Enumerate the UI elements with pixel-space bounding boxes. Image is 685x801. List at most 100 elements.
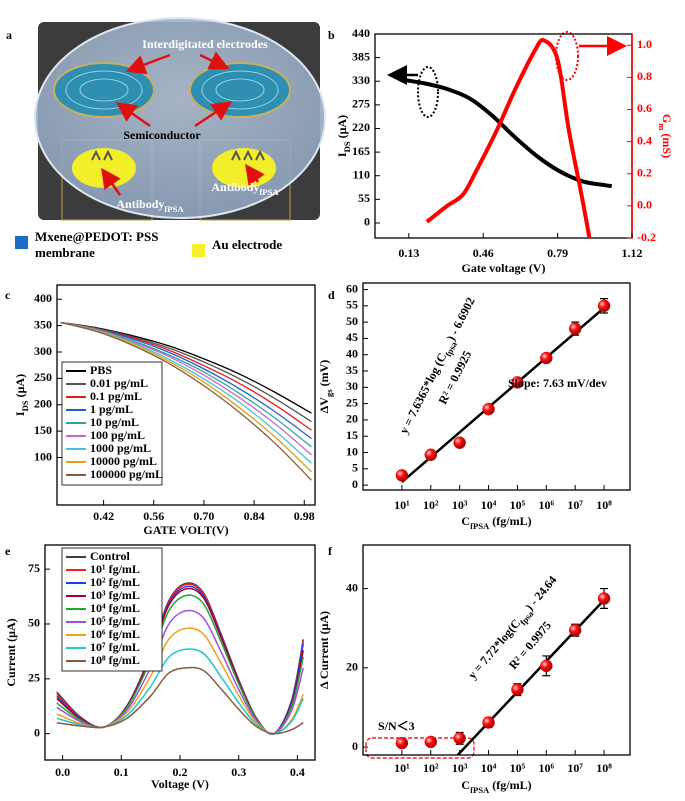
y2-tick-label: 1.0 xyxy=(637,37,652,51)
y-tick-label: 220 xyxy=(352,120,370,134)
panel-label: e xyxy=(5,544,11,558)
annotation: Slope: 7.63 mV/dev xyxy=(508,376,607,390)
y-axis-label-part: ΔV xyxy=(317,397,331,414)
y-tick-label: 50 xyxy=(28,616,40,630)
plot-frame xyxy=(374,33,633,239)
y-tick-label: 400 xyxy=(34,291,52,305)
y-tick-label: 300 xyxy=(34,344,52,358)
x-axis-label-part: C xyxy=(461,514,470,528)
x-tick-label: 0.98 xyxy=(294,509,315,523)
y2-tick-label: -0.2 xyxy=(637,230,656,244)
arrow xyxy=(125,53,171,75)
y-tick-label: 385 xyxy=(352,49,370,63)
legend-label: 10⁵ fg/mL xyxy=(90,614,140,628)
y-axis-label-part: (mV) xyxy=(317,360,331,390)
legend-label: 10000 pg/mL xyxy=(90,454,157,468)
y-tick-label: 0 xyxy=(352,477,358,491)
schematic-label-part: Antibody xyxy=(116,197,164,211)
plot-area xyxy=(395,298,611,483)
y-tick-label: 165 xyxy=(352,144,370,158)
x-axis-label: Voltage (V) xyxy=(151,777,209,791)
y2-axis-label-part: m xyxy=(657,123,667,131)
x-tick-label: 0.4 xyxy=(290,765,305,779)
schematic-label-part: Antibody xyxy=(211,180,259,194)
y-tick-label: 330 xyxy=(352,73,370,87)
y-axis-label-part: (μA) xyxy=(335,115,349,141)
annotation-part: ) - 24.64 xyxy=(522,573,559,613)
electrode-ring xyxy=(215,78,265,102)
x-tick-label: 0.84 xyxy=(244,509,265,523)
x-tick-label: 10¹ xyxy=(394,498,410,512)
point xyxy=(395,736,409,750)
plot-frame xyxy=(362,282,631,491)
electrode-ring xyxy=(65,70,143,110)
arrow xyxy=(101,167,122,196)
x-tick-label: 10⁵ xyxy=(510,498,526,512)
x-axis-label: GATE VOLT(V) xyxy=(143,523,228,537)
x-tick-label: 10⁷ xyxy=(567,498,583,512)
plot-area xyxy=(60,321,312,481)
legend-label: 10¹ fg/mL xyxy=(90,562,140,576)
y-tick-label: 30 xyxy=(346,379,358,393)
legend-label: 10⁴ fg/mL xyxy=(90,601,140,615)
legend-swatch xyxy=(15,236,28,249)
point xyxy=(482,716,495,729)
y-axis-label: Current (μA) xyxy=(4,618,18,686)
x-tick-label: 0.1 xyxy=(114,765,129,779)
schematic-label: AntibodyfPSA xyxy=(211,180,279,197)
series-line xyxy=(56,666,304,735)
y-axis-label-part: I xyxy=(13,411,27,416)
x-tick-label: 10⁴ xyxy=(481,761,497,775)
legend-label: 100000 pg/mL xyxy=(90,467,163,481)
schematic-label-part: fPSA xyxy=(259,187,279,197)
point xyxy=(568,623,582,637)
annotation-part: fpsa xyxy=(443,339,459,358)
electrode-ring xyxy=(79,78,129,102)
x-tick-label: 0.42 xyxy=(93,509,114,523)
y-tick-label: 200 xyxy=(34,397,52,411)
schematic-label: Interdigitated electrodes xyxy=(142,37,268,51)
y-axis-label-part: DS xyxy=(342,141,352,152)
y2-tick-label: 0.4 xyxy=(637,133,652,147)
point xyxy=(540,351,553,365)
schematic-label-part: fPSA xyxy=(164,204,184,214)
annotation-part: ) - 6.6902 xyxy=(444,295,478,343)
schematic xyxy=(34,17,326,221)
y-tick-label: 20 xyxy=(346,412,358,426)
y-tick-label: 20 xyxy=(346,660,358,674)
x-tick-label: 10² xyxy=(423,498,439,512)
x-tick-label: 0.70 xyxy=(193,509,214,523)
y-tick-label: 35 xyxy=(346,363,358,377)
x-tick-label: 10¹ xyxy=(394,761,410,775)
series-line xyxy=(425,38,592,238)
y-tick-label: 350 xyxy=(34,317,52,331)
series-line xyxy=(403,77,612,189)
y-axis-label: IDS (μA) xyxy=(335,115,352,157)
plot-area xyxy=(403,38,612,238)
x-tick-label: 10⁶ xyxy=(539,498,555,512)
antibody xyxy=(91,149,265,161)
x-axis-label-part: (fg/mL) xyxy=(489,514,531,528)
y-tick-label: 440 xyxy=(352,26,370,40)
y-tick-label: 5 xyxy=(352,461,358,475)
legend-label: 10⁶ fg/mL xyxy=(90,627,140,641)
x-tick-label: 0.79 xyxy=(547,246,568,260)
legend-label: 1000 pg/mL xyxy=(90,441,151,455)
annotation-part: y = 7.72*log(C xyxy=(465,616,523,682)
x-tick-label: 1.12 xyxy=(622,246,643,260)
arrow xyxy=(199,51,230,70)
schematic-label: AntibodyfPSA xyxy=(116,197,184,214)
legend-label: 100 pg/mL xyxy=(90,428,145,442)
y-tick-label: 0 xyxy=(34,725,40,739)
series-line xyxy=(60,321,312,481)
x-tick-label: 0.3 xyxy=(231,765,246,779)
arrow xyxy=(194,101,233,128)
x-axis-label-part: (fg/mL) xyxy=(489,778,531,792)
x-tick-label: 0.46 xyxy=(473,246,494,260)
annotation: S/N＜3 xyxy=(378,719,415,733)
x-tick-label: 10² xyxy=(423,761,439,775)
legend-swatch xyxy=(192,244,205,257)
y-tick-label: 60 xyxy=(346,281,358,295)
panel-label: b xyxy=(328,28,335,42)
point xyxy=(482,402,495,416)
